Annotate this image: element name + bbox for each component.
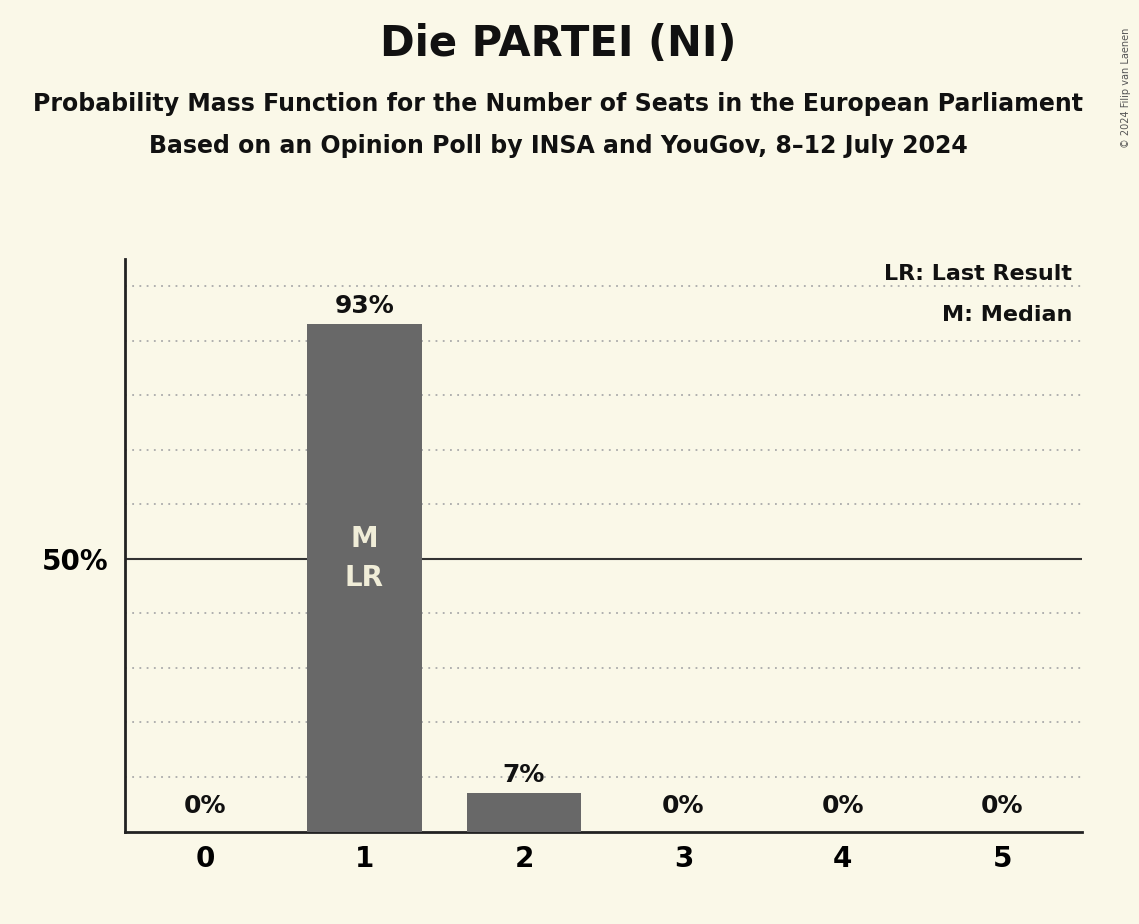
Text: M: Median: M: Median: [942, 305, 1073, 324]
Text: 0%: 0%: [981, 794, 1024, 818]
Text: © 2024 Filip van Laenen: © 2024 Filip van Laenen: [1121, 28, 1131, 148]
Text: Probability Mass Function for the Number of Seats in the European Parliament: Probability Mass Function for the Number…: [33, 92, 1083, 116]
Text: Based on an Opinion Poll by INSA and YouGov, 8–12 July 2024: Based on an Opinion Poll by INSA and You…: [149, 134, 967, 158]
Text: 7%: 7%: [502, 763, 546, 787]
Text: 0%: 0%: [183, 794, 227, 818]
Text: Die PARTEI (NI): Die PARTEI (NI): [380, 23, 736, 65]
Text: LR: Last Result: LR: Last Result: [885, 264, 1073, 285]
Text: M
LR: M LR: [345, 526, 384, 592]
Bar: [308, 324, 421, 832]
Text: 0%: 0%: [662, 794, 705, 818]
Text: 93%: 93%: [335, 294, 394, 318]
Text: 0%: 0%: [821, 794, 865, 818]
Bar: [467, 794, 581, 832]
